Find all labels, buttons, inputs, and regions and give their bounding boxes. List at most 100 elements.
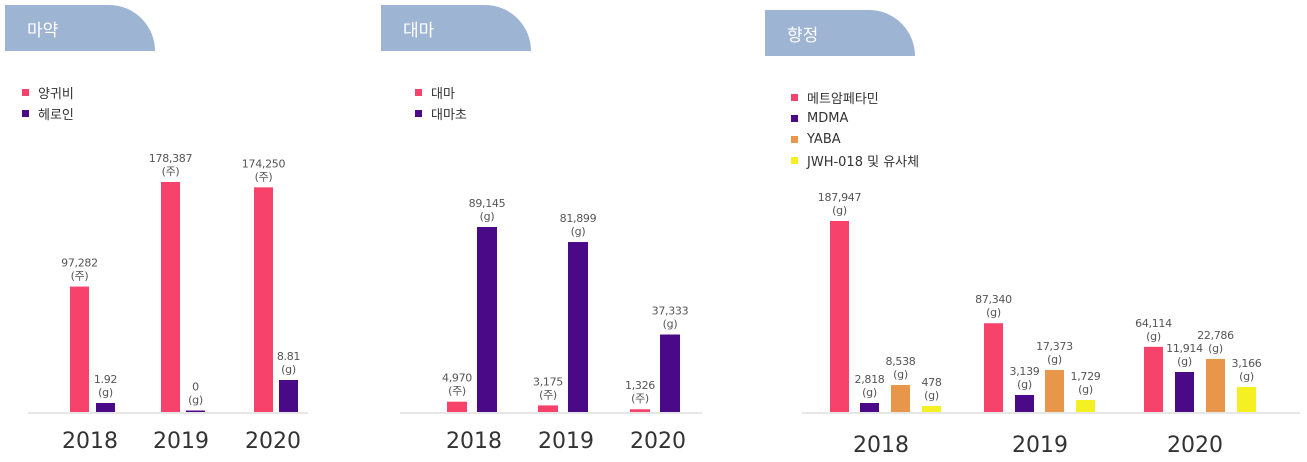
data-label: 0 <box>192 381 199 394</box>
x-tick-label: 2019 <box>1012 433 1068 458</box>
legend-item: 메트암페타민 <box>791 87 919 108</box>
data-label: 4,970 <box>442 372 472 385</box>
data-unit-label: (주) <box>631 392 649 405</box>
data-unit-label: (g) <box>1017 378 1032 391</box>
data-label: 1,729 <box>1071 370 1101 383</box>
bar <box>477 227 497 412</box>
legend-label: MDMA <box>807 111 849 126</box>
data-label: 1.92 <box>94 373 117 386</box>
data-label: 174,250 <box>242 157 286 170</box>
data-unit-label: (g) <box>1047 353 1062 366</box>
legend-swatch <box>415 110 422 117</box>
legend-label: 헤로인 <box>38 108 74 123</box>
chart-title-tab: 향정 <box>765 10 915 56</box>
data-unit-label: (g) <box>571 225 586 238</box>
data-unit-label: (주) <box>539 388 557 401</box>
bar <box>1175 372 1194 412</box>
data-unit-label: (g) <box>1078 383 1093 396</box>
bar <box>1076 400 1095 412</box>
data-label: 22,786 <box>1197 329 1234 342</box>
bar <box>96 403 115 412</box>
legend-label: JWH-018 및 유사체 <box>807 155 920 170</box>
bar <box>1144 346 1163 412</box>
bar <box>70 286 89 412</box>
data-label: 8,538 <box>886 355 916 368</box>
legend-item: 양귀비 <box>22 82 74 103</box>
x-tick-label: 2019 <box>153 429 209 454</box>
legend-swatch <box>791 94 798 101</box>
bar <box>568 242 588 412</box>
bar <box>830 221 849 412</box>
bar <box>447 401 467 412</box>
data-label: 37,333 <box>652 305 689 318</box>
x-tick-label: 2018 <box>62 429 118 454</box>
x-tick-label: 2020 <box>630 429 686 454</box>
data-unit-label: (g) <box>986 306 1001 319</box>
data-label: 87,340 <box>975 293 1012 306</box>
bar <box>1237 387 1256 412</box>
legend-item: 헤로인 <box>22 103 74 124</box>
bar <box>186 410 205 412</box>
legend-swatch <box>22 110 29 117</box>
x-tick-label: 2018 <box>853 433 909 458</box>
data-label: 3,166 <box>1232 357 1262 370</box>
data-unit-label: (g) <box>281 363 296 376</box>
bar <box>922 406 941 412</box>
data-unit-label: (g) <box>480 210 495 223</box>
data-unit-label: (g) <box>1239 370 1254 383</box>
data-label: 1,326 <box>625 379 655 392</box>
bar <box>161 182 180 412</box>
chart-title-tab: 대마 <box>381 5 531 51</box>
bar <box>1045 370 1064 412</box>
x-tick-label: 2018 <box>446 429 502 454</box>
x-tick-label: 2020 <box>245 429 301 454</box>
data-unit-label: (g) <box>188 394 203 407</box>
chart-title: 향정 <box>787 25 819 46</box>
legend-label: YABA <box>807 132 841 147</box>
data-label: 81,899 <box>560 212 597 225</box>
bar <box>891 385 910 412</box>
chart-panel-drugs: 마약 양귀비 헤로인 <box>0 0 330 462</box>
data-label: 89,145 <box>469 197 506 210</box>
data-unit-label: (g) <box>893 368 908 381</box>
chart-legend: 양귀비 헤로인 <box>22 82 74 124</box>
chart-panel-cannabis: 대마 대마 대마초 <box>380 0 710 462</box>
bar <box>254 187 273 412</box>
legend-item: 대마 <box>415 82 467 103</box>
chart-title: 대마 <box>403 20 435 41</box>
data-unit-label: (g) <box>924 389 939 402</box>
bar <box>1015 395 1034 412</box>
legend-item: MDMA <box>791 108 919 129</box>
legend-swatch <box>415 89 422 96</box>
data-unit-label: (g) <box>1208 342 1223 355</box>
legend-swatch <box>791 157 798 164</box>
data-unit-label: (g) <box>832 204 847 217</box>
chart-panel-psychotropics: 향정 메트암페타민 MDMA YABA JWH-018 및 유사체 <box>765 0 1305 462</box>
data-unit-label: (g) <box>98 386 113 399</box>
data-label: 2,818 <box>855 373 885 386</box>
data-unit-label: (주) <box>162 165 180 178</box>
chart-title: 마약 <box>27 20 59 41</box>
legend-item: JWH-018 및 유사체 <box>791 150 919 171</box>
data-label: 11,914 <box>1166 342 1203 355</box>
chart-legend: 메트암페타민 MDMA YABA JWH-018 및 유사체 <box>791 87 919 171</box>
chart-title-tab: 마약 <box>5 5 155 51</box>
legend-label: 대마 <box>431 87 455 102</box>
data-unit-label: (g) <box>663 318 678 331</box>
data-label: 3,139 <box>1010 365 1040 378</box>
legend-swatch <box>22 89 29 96</box>
legend-label: 메트암페타민 <box>807 92 879 107</box>
bar <box>1206 359 1225 412</box>
data-label: 478 <box>921 376 941 389</box>
legend-swatch <box>791 115 798 122</box>
legend-swatch <box>791 136 798 143</box>
legend-label: 양귀비 <box>38 87 74 102</box>
data-unit-label: (주) <box>448 385 466 398</box>
x-tick-label: 2019 <box>538 429 594 454</box>
bar <box>630 409 650 412</box>
data-label: 17,373 <box>1036 340 1073 353</box>
data-unit-label: (주) <box>71 270 89 283</box>
bar <box>538 405 558 412</box>
data-label: 97,282 <box>61 257 98 270</box>
